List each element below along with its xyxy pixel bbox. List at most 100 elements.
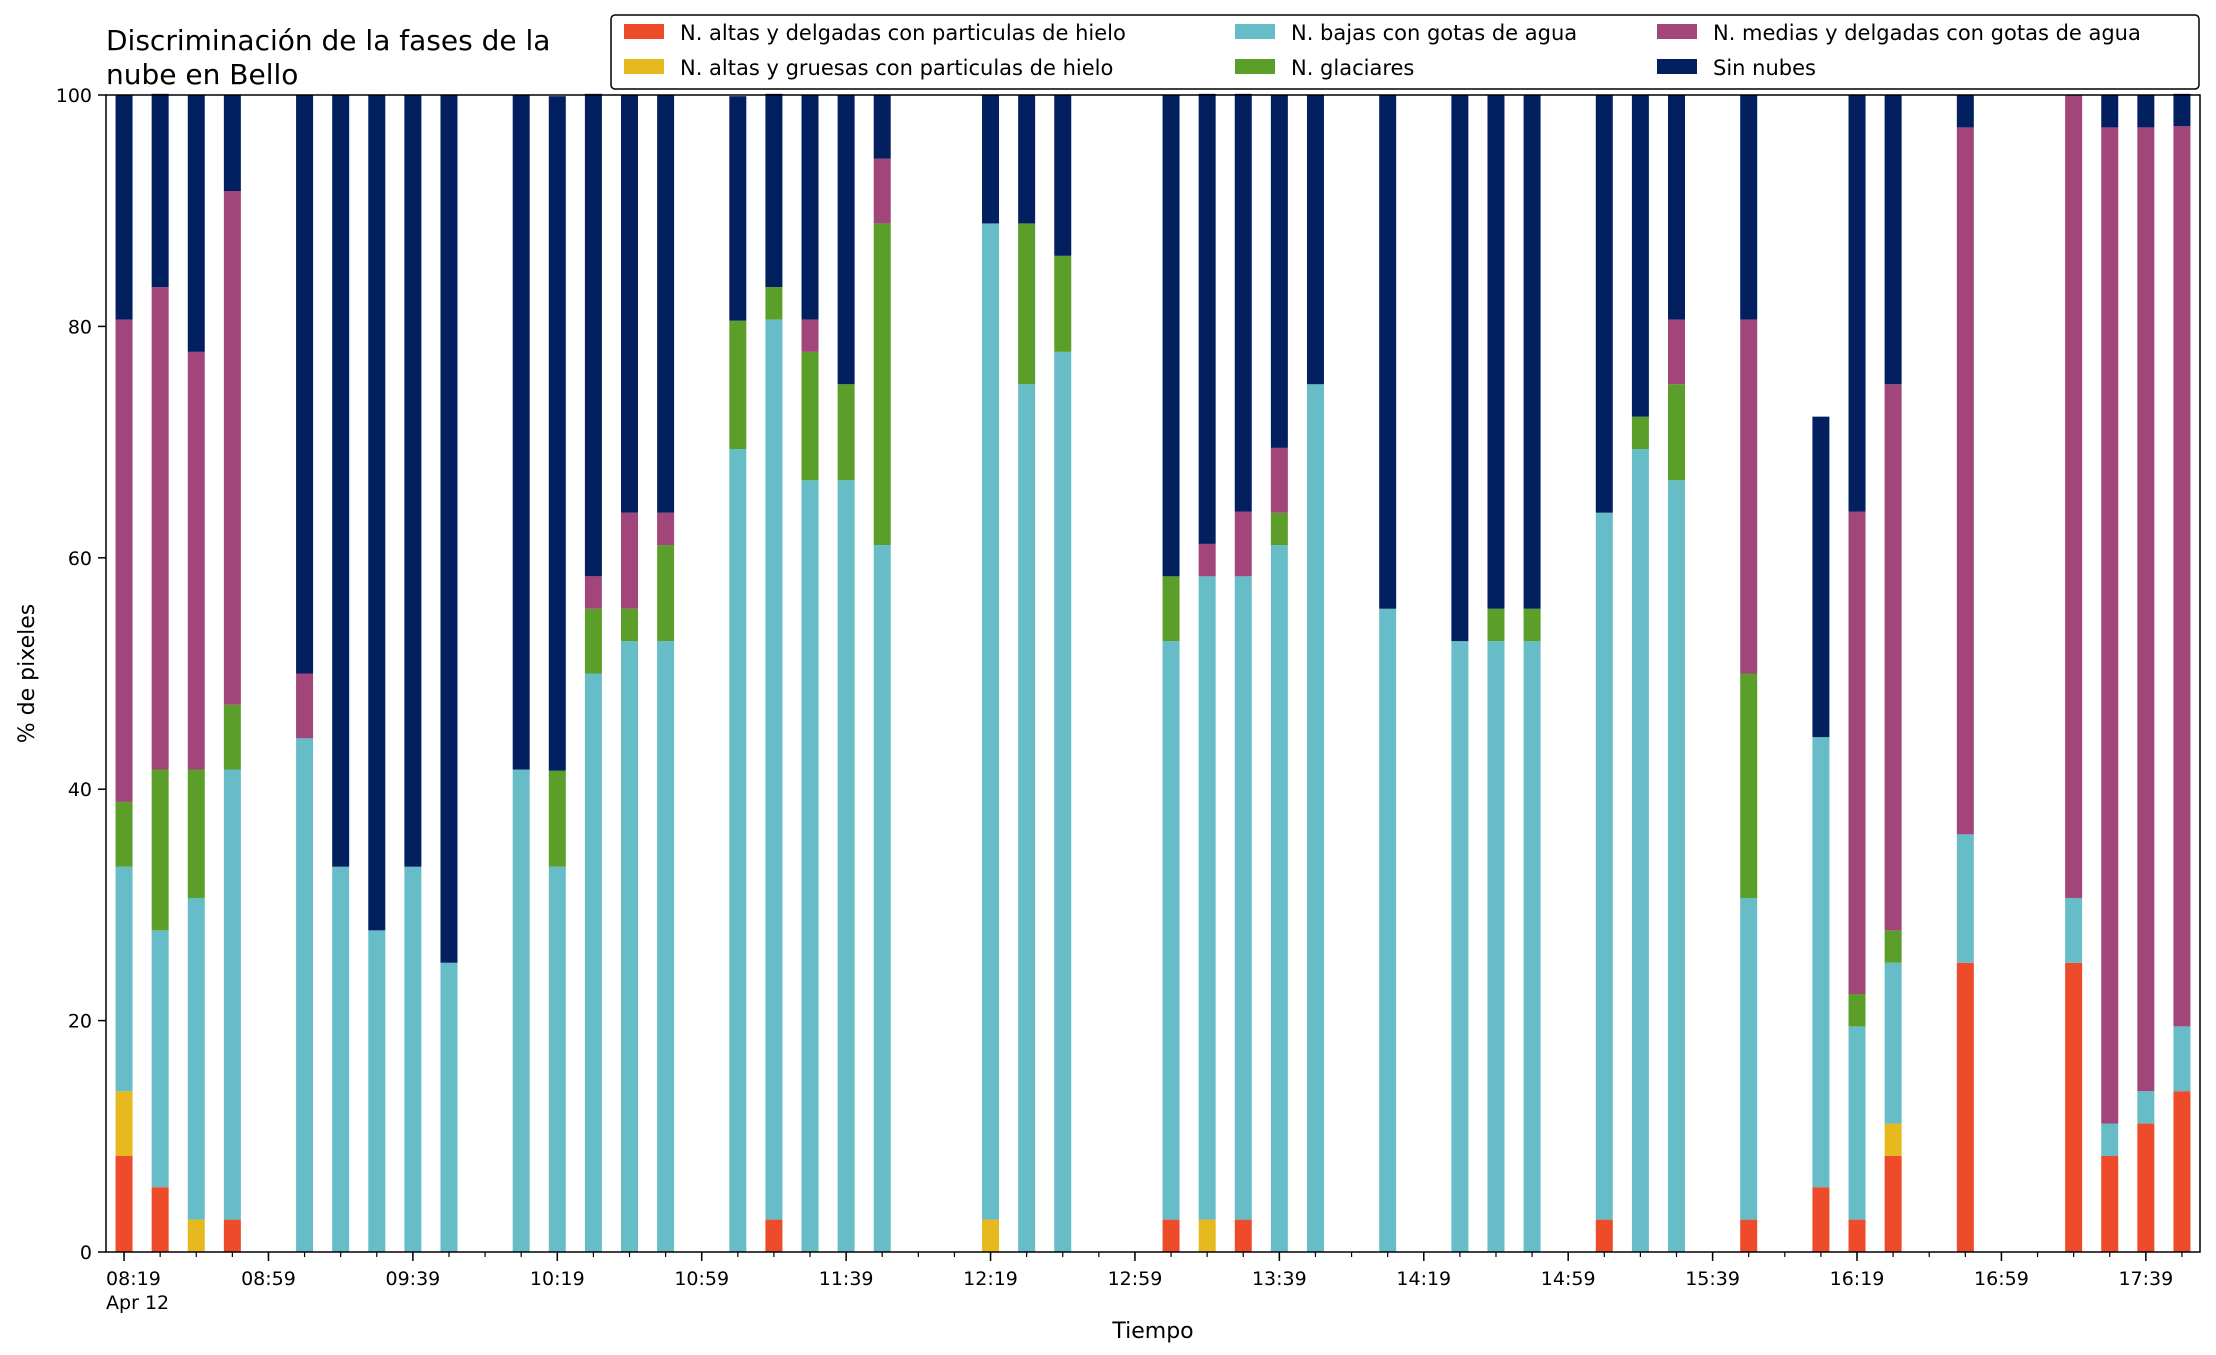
bar-segment-s2-10: [548, 866, 566, 1252]
bar-segment-s2-33: [1668, 480, 1685, 1252]
y-tick-label-5: 100: [56, 85, 92, 107]
bar-segment-s4-13: [657, 512, 675, 546]
bar-segment-s4-4: [296, 673, 314, 739]
bar-segment-s1-2: [187, 1219, 205, 1252]
bar-segment-s2-13: [657, 641, 675, 1252]
bar-segment-s5-42: [2173, 93, 2191, 127]
x-tick-label-14: 17:39: [2118, 1268, 2173, 1290]
bar-segment-s3-11: [584, 608, 602, 674]
bar-segment-s5-36: [1848, 95, 1866, 512]
x-tick-label-11: 15:39: [1685, 1268, 1740, 1290]
bar-segment-s2-6: [368, 930, 386, 1252]
bar-segment-s5-13: [657, 95, 675, 513]
bar-segment-s5-16: [801, 95, 819, 320]
bar-segment-s1-23: [1198, 1219, 1216, 1252]
bar-segment-s4-41: [2137, 127, 2155, 1092]
bar-segment-s5-37: [1884, 95, 1902, 385]
bar-segment-s3-1: [151, 769, 169, 931]
bar-segment-s5-18: [873, 95, 891, 159]
bar-segment-s5-38: [1956, 95, 1974, 128]
bar-segment-s5-4: [296, 95, 314, 674]
bar-segment-s2-7: [404, 866, 422, 1252]
bar-segment-s4-24: [1234, 511, 1252, 577]
bar-segment-s2-4: [296, 738, 314, 1252]
legend-label-0: N. altas y delgadas con particulas de hi…: [680, 21, 1126, 45]
bar-segment-s3-21: [1054, 255, 1072, 352]
bar-segment-s2-8: [440, 962, 458, 1252]
bar-segment-s5-40: [2101, 95, 2119, 128]
bar-segment-s5-33: [1668, 95, 1685, 320]
bar-segment-s2-23: [1198, 576, 1216, 1220]
bar-segment-s4-34: [1740, 319, 1758, 674]
legend-label-5: Sin nubes: [1713, 56, 1816, 80]
bar-segment-s4-0: [115, 319, 133, 802]
bar-segment-s3-18: [873, 223, 891, 546]
bar-segment-s5-29: [1487, 95, 1505, 609]
bar-segment-s5-19: [982, 95, 1000, 224]
bar-segment-s2-18: [873, 545, 891, 1252]
bar-segment-s5-15: [765, 93, 783, 288]
bar-segment-s3-17: [837, 384, 855, 481]
x-axis-label: Tiempo: [1111, 1319, 1193, 1344]
bar-segment-s4-1: [151, 287, 169, 770]
bar-segment-s4-37: [1884, 384, 1902, 931]
bar-segment-s2-40: [2101, 1123, 2119, 1156]
bar-segment-s2-29: [1487, 641, 1505, 1252]
bar-segment-s4-16: [801, 319, 819, 352]
bar-segment-s5-23: [1198, 93, 1216, 544]
plot-frame: [105, 94, 2201, 1253]
bar-segment-s4-23: [1198, 543, 1216, 577]
legend-label-1: N. altas y gruesas con particulas de hie…: [680, 56, 1113, 80]
legend-box: [610, 14, 2200, 90]
bar-segment-s0-41: [2137, 1123, 2155, 1252]
bar-segment-s2-11: [584, 673, 602, 1252]
x-tick-sublabel-0: Apr 12: [106, 1292, 169, 1314]
bar-segment-s5-2: [187, 95, 205, 352]
bar-segment-s2-34: [1740, 897, 1758, 1220]
bar-segment-s4-2: [187, 351, 205, 770]
bar-segment-s2-12: [621, 641, 638, 1252]
x-tick-label-8: 13:39: [1252, 1268, 1307, 1290]
bar-segment-s4-11: [584, 576, 602, 609]
legend-swatch-1: [624, 59, 664, 74]
bar-segment-s4-3: [223, 191, 241, 705]
bar-segment-s0-34: [1740, 1219, 1758, 1252]
bar-segment-s3-36: [1848, 993, 1866, 1027]
bar-segment-s0-31: [1595, 1219, 1613, 1252]
y-tick-label-1: 20: [68, 1011, 92, 1033]
bar-segment-s2-5: [332, 866, 350, 1252]
bar-segment-s5-7: [404, 95, 422, 867]
legend-swatch-0: [624, 24, 664, 39]
bar-segment-s2-38: [1956, 834, 1974, 963]
bar-segment-s5-35: [1812, 416, 1830, 738]
x-tick-label-7: 12:59: [1108, 1268, 1163, 1290]
bar-segment-s0-15: [765, 1219, 783, 1252]
bar-segment-s3-12: [621, 608, 638, 642]
bar-segment-s3-30: [1523, 608, 1541, 642]
x-tick-label-1: 08:59: [241, 1268, 296, 1290]
x-tick-label-0: 08:19: [106, 1268, 161, 1290]
bar-segment-s5-9: [512, 95, 530, 770]
bar-segment-s5-1: [151, 93, 169, 288]
bar-segment-s3-3: [223, 704, 241, 770]
bar-segment-s2-36: [1848, 1026, 1866, 1220]
bar-segment-s2-25: [1270, 545, 1288, 1252]
x-tick-label-2: 09:39: [385, 1268, 440, 1290]
bar-segment-s3-33: [1668, 384, 1685, 481]
bar-segment-s2-27: [1379, 608, 1397, 1252]
bar-segment-s2-41: [2137, 1091, 2155, 1124]
chart-title-line-2: nube en Bello: [106, 58, 298, 91]
bar-segment-s5-14: [729, 96, 747, 321]
bar-segment-s5-32: [1631, 95, 1649, 417]
bar-segment-s4-33: [1668, 319, 1685, 385]
bar-segment-s2-39: [2065, 897, 2083, 963]
legend-swatch-4: [1657, 24, 1697, 39]
bar-segment-s2-17: [837, 480, 855, 1252]
bar-segment-s4-36: [1848, 511, 1866, 994]
bar-segment-s1-19: [982, 1219, 1000, 1252]
bar-segment-s3-13: [657, 545, 675, 642]
bar-segment-s3-32: [1631, 416, 1649, 450]
chart-title-line-1: Discriminación de la fases de la: [106, 24, 550, 57]
